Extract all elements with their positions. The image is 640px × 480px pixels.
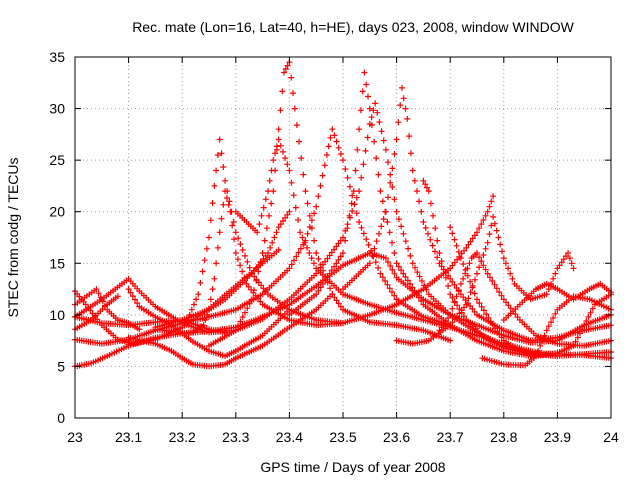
x-tick-label: 23.4 bbox=[276, 429, 303, 445]
point-markers bbox=[447, 224, 614, 360]
series-sat-o bbox=[479, 293, 614, 369]
point-markers bbox=[393, 213, 577, 347]
axis-ticks: 23 23.1 23.2 23.3 23.4 23.5 23.6 23.7 23.8 23.9 24… bbox=[49, 49, 619, 445]
y-tick-label: 30 bbox=[49, 101, 65, 117]
x-tick-label: 23.6 bbox=[383, 429, 410, 445]
y-axis-label: STEC from codg / TECUs bbox=[5, 157, 21, 317]
x-tick-label: 23.3 bbox=[222, 429, 249, 445]
series-sat-t bbox=[125, 286, 293, 360]
y-tick-label: 0 bbox=[57, 410, 65, 426]
x-tick-label: 23.7 bbox=[437, 429, 464, 445]
series-sat-v bbox=[152, 208, 293, 331]
x-tick-label: 23.8 bbox=[490, 429, 517, 445]
x-tick-label: 24 bbox=[603, 429, 619, 445]
x-tick-label: 23.1 bbox=[115, 429, 142, 445]
series-sat-p bbox=[500, 280, 614, 323]
y-tick-label: 15 bbox=[49, 255, 65, 271]
point-markers bbox=[125, 286, 293, 360]
y-tick-label: 5 bbox=[57, 358, 65, 374]
point-markers bbox=[206, 59, 454, 349]
series-sat-u bbox=[125, 291, 336, 370]
y-tick-label: 10 bbox=[49, 307, 65, 323]
y-tick-label: 20 bbox=[49, 204, 65, 220]
point-markers bbox=[500, 280, 614, 323]
x-tick-label: 23.5 bbox=[329, 429, 356, 445]
point-markers bbox=[125, 291, 336, 370]
x-tick-label: 23.2 bbox=[169, 429, 196, 445]
series-sat-g bbox=[206, 59, 454, 349]
point-markers bbox=[479, 293, 614, 369]
y-tick-label: 35 bbox=[49, 49, 65, 65]
x-tick-label: 23 bbox=[67, 429, 83, 445]
y-tick-label: 25 bbox=[49, 152, 65, 168]
chart-title: Rec. mate (Lon=16, Lat=40, h=HE), days 0… bbox=[132, 19, 574, 35]
series-sat-n bbox=[447, 224, 614, 360]
x-tick-label: 23.9 bbox=[544, 429, 571, 445]
series-sat-k bbox=[393, 213, 577, 347]
point-markers bbox=[152, 208, 293, 331]
x-axis-label: GPS time / Days of year 2008 bbox=[260, 459, 445, 475]
